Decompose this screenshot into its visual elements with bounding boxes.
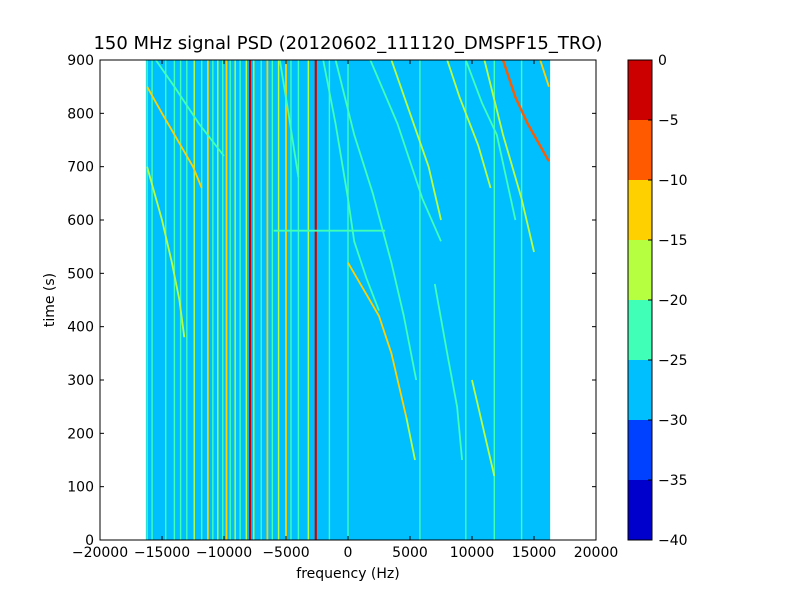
colorbar-level: [628, 360, 652, 420]
colorbar-tick-label: −25: [658, 353, 688, 369]
colorbar-level: [628, 420, 652, 480]
x-tick-label: −10000: [196, 545, 252, 561]
y-tick-label: 300: [67, 373, 94, 389]
doppler-track: [539, 60, 550, 87]
doppler-track: [390, 60, 442, 221]
colorbar-tick-label: 0: [658, 53, 667, 69]
y-tick-label: 0: [85, 533, 94, 549]
y-tick-label: 400: [67, 320, 94, 336]
y-tick-label: 800: [67, 106, 94, 122]
doppler-track: [471, 379, 496, 477]
y-tick-label: 700: [67, 160, 94, 176]
y-tick-label: 200: [67, 426, 94, 442]
doppler-track: [155, 60, 225, 157]
x-tick-label: 20000: [574, 545, 619, 561]
plot-area: −20000 −15000 −10000 −5000 0 5000 10000 15000 20…: [67, 53, 618, 561]
doppler-track: [334, 60, 418, 381]
colorbar-level: [628, 240, 652, 300]
x-tick-label: −20000: [72, 545, 128, 561]
colorbar-tick-label: −30: [658, 413, 688, 429]
doppler-track: [483, 60, 535, 253]
doppler-track: [464, 60, 517, 221]
chart-title: 150 MHz signal PSD (20120602_111120_DMSP…: [93, 33, 602, 54]
y-tick-label: 100: [67, 480, 94, 496]
colorbar-level: [628, 180, 652, 240]
doppler-track: [501, 60, 550, 162]
colorbar-level: [628, 60, 652, 120]
y-tick-label: 600: [67, 213, 94, 229]
doppler-track: [146, 166, 186, 338]
doppler-track: [369, 60, 442, 242]
colorbar-tick-label: −20: [658, 293, 688, 309]
data-layer: [145, 60, 551, 540]
x-tick-label: −15000: [134, 545, 190, 561]
x-axis-label: frequency (Hz): [296, 566, 399, 582]
x-tick-label: 15000: [512, 545, 557, 561]
x-tick-label: −5000: [262, 545, 309, 561]
doppler-track: [146, 86, 203, 189]
y-tick-label: 500: [67, 266, 94, 282]
x-tick-label: 0: [344, 545, 353, 561]
doppler-track: [322, 60, 380, 312]
colorbar-level: [628, 300, 652, 360]
y-axis-ticks: 0 100 200 300 400 500 600 700 800 900: [67, 53, 596, 549]
colorbar-level: [628, 480, 652, 540]
x-tick-label: 5000: [392, 545, 428, 561]
doppler-track: [446, 60, 492, 189]
doppler-track: [405, 417, 416, 461]
colorbar-tick-label: −40: [658, 533, 688, 549]
colorbar-tick-label: −15: [658, 233, 688, 249]
y-tick-label: 900: [67, 53, 94, 69]
colorbar-level: [628, 120, 652, 180]
colorbar: 0 −5 −10 −15 −20 −25 −30 −35 −40: [627, 53, 688, 549]
doppler-track: [278, 60, 300, 178]
colorbar-tick-label: −10: [658, 173, 688, 189]
x-axis-ticks: −20000 −15000 −10000 −5000 0 5000 10000 15000 20…: [72, 60, 618, 561]
doppler-track: [433, 283, 463, 461]
y-axis-label: time (s): [42, 273, 58, 327]
colorbar-tick-label: −35: [658, 473, 688, 489]
colorbar-tick-label: −5: [658, 113, 679, 129]
doppler-track: [347, 262, 408, 418]
x-tick-label: 10000: [450, 545, 495, 561]
